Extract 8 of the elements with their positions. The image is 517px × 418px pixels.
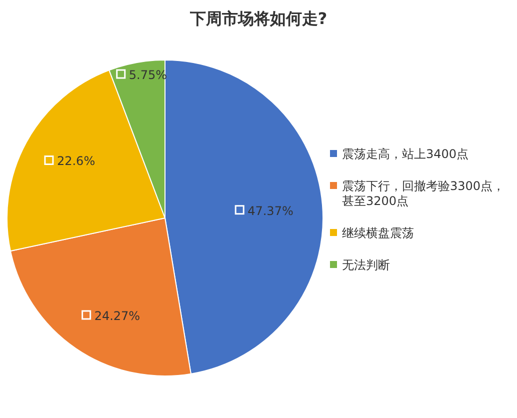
legend-label: 震荡走高，站上3400点: [342, 147, 469, 161]
data-label: 22.6%: [56, 154, 96, 168]
legend-label: 无法判断: [342, 258, 390, 272]
chart-title: 下周市场将如何走?: [188, 9, 328, 28]
data-label: 24.27%: [94, 308, 140, 323]
legend-label: 继续横盘震荡: [342, 226, 414, 240]
data-label: 47.37%: [248, 204, 294, 218]
legend-label: 震荡下行，回撤考验3300点，甚至3200点: [342, 179, 505, 208]
